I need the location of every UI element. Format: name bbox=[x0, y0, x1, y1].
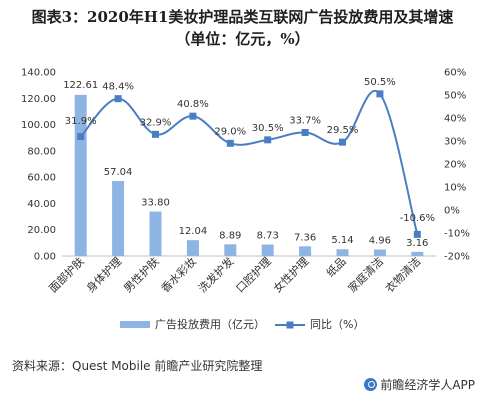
bar-7 bbox=[299, 246, 312, 256]
category-label: 洗发护发 bbox=[195, 254, 236, 295]
bar-value-label: 8.73 bbox=[257, 231, 279, 242]
category-label: 男性护肤 bbox=[121, 254, 162, 295]
growth-line bbox=[79, 89, 419, 235]
left-axis-tick-label: 60.00 bbox=[27, 173, 56, 184]
left-axis-tick-label: 0.00 bbox=[34, 252, 56, 263]
chart-title-line1: 图表3：2020年H1美妆护理品类互联网广告投放费用及其增速 bbox=[31, 8, 454, 26]
bar-value-label: 8.89 bbox=[219, 230, 241, 241]
right-axis-tick-label: 10% bbox=[444, 183, 466, 194]
left-axis-tick-label: 140.00 bbox=[21, 68, 56, 79]
category-label: 纸品 bbox=[324, 255, 349, 280]
bar-10 bbox=[411, 251, 424, 256]
brand-text: 前瞻经济学人APP bbox=[380, 378, 475, 392]
growth-value-label: -10.6% bbox=[400, 213, 435, 224]
left-axis-tick-label: 100.00 bbox=[21, 120, 56, 131]
bar-value-label: 3.16 bbox=[406, 238, 428, 249]
right-axis-tick-label: 60% bbox=[444, 68, 466, 79]
bar-value-label: 122.61 bbox=[63, 80, 98, 91]
legend-line-marker bbox=[286, 321, 294, 329]
bar-8 bbox=[336, 249, 349, 256]
right-axis-tick-label: 50% bbox=[444, 91, 466, 102]
category-label: 女性护理 bbox=[270, 254, 311, 295]
bar-2 bbox=[112, 181, 125, 256]
bar-6 bbox=[261, 244, 274, 256]
left-axis-tick-label: 40.00 bbox=[27, 199, 56, 210]
growth-marker-5 bbox=[226, 139, 234, 147]
growth-marker-2 bbox=[114, 95, 122, 103]
right-axis-tick-label: -20% bbox=[444, 252, 470, 263]
growth-value-label: 48.4% bbox=[102, 82, 134, 93]
bar-4 bbox=[186, 240, 199, 256]
category-label: 衣物清洁 bbox=[382, 254, 423, 295]
category-label: 香水彩妆 bbox=[159, 255, 199, 295]
growth-value-label: 32.9% bbox=[140, 117, 172, 128]
chart-title: 图表3：2020年H1美妆护理品类互联网广告投放费用及其增速 （单位：亿元，%） bbox=[0, 6, 485, 50]
bar-value-label: 4.96 bbox=[369, 235, 391, 246]
growth-marker-7 bbox=[301, 128, 309, 136]
bar-value-label: 12.04 bbox=[179, 226, 208, 237]
right-axis-tick-label: 40% bbox=[444, 114, 466, 125]
bar-value-label: 7.36 bbox=[294, 232, 316, 243]
category-label: 家庭清洁 bbox=[345, 254, 386, 295]
left-axis-tick-label: 120.00 bbox=[21, 94, 56, 105]
brand-footer: 前瞻经济学人APP bbox=[364, 376, 475, 393]
growth-marker-9 bbox=[376, 90, 384, 98]
left-axis-tick-label: 20.00 bbox=[27, 225, 56, 236]
growth-marker-10 bbox=[413, 230, 421, 238]
right-axis-tick-label: 0% bbox=[444, 206, 460, 217]
category-label: 身体护理 bbox=[83, 254, 124, 295]
growth-marker-1 bbox=[77, 133, 85, 141]
bar-3 bbox=[149, 211, 162, 256]
source-note: 资料来源：Quest Mobile 前瞻产业研究院整理 bbox=[12, 359, 263, 373]
growth-marker-6 bbox=[264, 136, 272, 144]
chart-title-line2: （单位：亿元，%） bbox=[175, 30, 310, 48]
bar-value-label: 33.80 bbox=[141, 198, 170, 209]
growth-value-label: 31.9% bbox=[65, 116, 97, 127]
combo-chart: 0.00 20.00 40.00 60.00 80.00 100.00 120.00 140.… bbox=[21, 68, 470, 332]
growth-value-label: 30.5% bbox=[252, 123, 284, 134]
growth-value-label: 40.8% bbox=[177, 99, 209, 110]
category-label: 口腔护理 bbox=[233, 254, 274, 295]
growth-marker-4 bbox=[189, 112, 197, 120]
growth-value-label: 29.0% bbox=[214, 126, 246, 137]
brand-logo-icon bbox=[364, 378, 378, 391]
growth-value-label: 29.5% bbox=[327, 125, 359, 136]
growth-marker-8 bbox=[339, 138, 346, 146]
growth-value-label: 33.7% bbox=[289, 115, 321, 126]
bar-value-label: 5.14 bbox=[331, 235, 353, 246]
right-axis-tick-label: -10% bbox=[444, 229, 470, 240]
bar-9 bbox=[373, 249, 386, 256]
legend-bar-label: 广告投放费用（亿元） bbox=[155, 317, 265, 331]
left-axis-tick-label: 80.00 bbox=[27, 146, 56, 157]
growth-marker-3 bbox=[152, 130, 159, 138]
legend-bar-swatch bbox=[120, 321, 150, 328]
right-axis-tick-label: 30% bbox=[444, 137, 466, 148]
right-axis-tick-label: 20% bbox=[444, 160, 466, 171]
bar-5 bbox=[224, 244, 237, 256]
growth-value-label: 50.5% bbox=[364, 77, 396, 88]
bar-value-label: 57.04 bbox=[104, 167, 133, 178]
legend-line-label: 同比（%） bbox=[310, 318, 364, 331]
